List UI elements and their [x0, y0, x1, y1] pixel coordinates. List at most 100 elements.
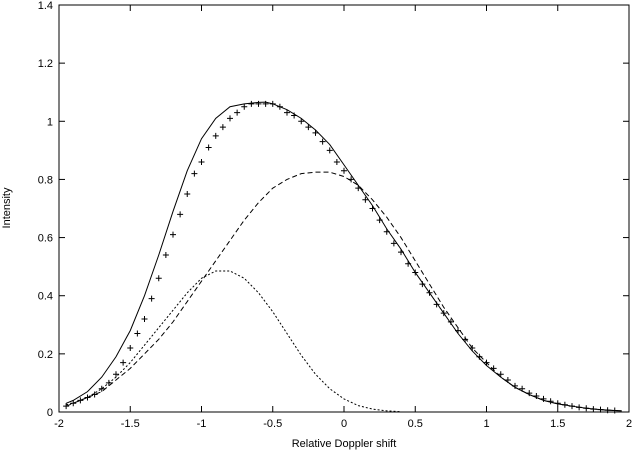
data-point-plus	[398, 249, 404, 256]
data-point-plus	[120, 359, 127, 366]
data-point-plus	[390, 240, 397, 247]
y-tick-label: 0	[47, 407, 53, 419]
data-point-plus	[291, 112, 298, 119]
data-point-plus	[191, 170, 198, 177]
data-point-plus	[155, 275, 162, 282]
x-tick-label: 1.5	[550, 418, 565, 430]
x-tick-label: -1.5	[121, 418, 140, 430]
data-point-plus	[77, 397, 84, 404]
data-point-plus	[426, 289, 433, 296]
y-tick-label: 0.4	[38, 291, 53, 303]
x-tick-label: -0.5	[263, 418, 282, 430]
data-point-plus	[561, 401, 568, 408]
series-line-dashed	[65, 171, 622, 412]
data-point-plus	[341, 167, 347, 174]
data-point-plus	[554, 400, 561, 407]
data-point-plus	[476, 353, 483, 360]
data-point-plus	[576, 404, 583, 411]
y-tick-label: 1	[47, 116, 53, 128]
data-point-plus	[234, 109, 241, 116]
data-point-plus	[326, 147, 333, 154]
series-line-dotted	[66, 270, 402, 413]
data-point-plus	[262, 100, 269, 107]
data-point-plus	[219, 124, 226, 131]
data-point-plus	[84, 394, 91, 401]
data-point-plus	[433, 301, 440, 308]
data-point-plus	[255, 100, 262, 107]
data-point-plus	[148, 295, 155, 302]
data-point-plus	[98, 385, 105, 392]
data-point-plus	[583, 405, 590, 412]
data-point-plus	[455, 327, 461, 334]
data-point-plus	[177, 211, 184, 218]
data-point-plus	[440, 310, 447, 317]
data-point-plus	[319, 138, 326, 145]
data-point-plus	[113, 371, 119, 378]
plot-frame	[58, 4, 630, 413]
x-tick-label: -2	[54, 418, 64, 430]
x-tick-label: 2	[626, 418, 632, 430]
x-tick-label: -1	[197, 418, 207, 430]
y-tick-label: 1.4	[38, 0, 53, 12]
y-tick-label: 0.6	[38, 233, 53, 245]
data-point-plus	[447, 318, 454, 325]
data-point-plus	[547, 398, 554, 405]
data-point-plus	[604, 407, 611, 414]
data-point-plus	[298, 118, 305, 125]
data-point-plus	[305, 124, 312, 131]
data-point-plus	[141, 315, 148, 322]
data-point-plus	[512, 382, 518, 389]
data-point-plus	[184, 190, 191, 197]
data-point-plus	[105, 379, 112, 386]
axis-ticks: -2 -1.5 -1 -0.5 0 0.5 1 1.5 2 0 0.2 0.4 0.6 0.8 1 1.2 1.…	[38, 0, 632, 430]
y-tick-label: 0.2	[38, 349, 53, 361]
data-point-plus	[526, 390, 533, 397]
data-point-plus	[540, 395, 547, 402]
data-point-plus	[569, 403, 575, 410]
data-point-plus	[369, 205, 376, 212]
data-point-plus	[205, 144, 212, 151]
x-tick-label: 1	[483, 418, 489, 430]
data-point-plus	[597, 406, 604, 413]
data-point-plus	[462, 336, 469, 343]
data-point-plus	[419, 281, 426, 288]
series-layer	[63, 100, 622, 414]
data-point-plus	[162, 252, 169, 259]
data-point-plus	[362, 196, 369, 203]
data-point-plus	[590, 406, 597, 413]
data-point-plus	[383, 228, 390, 235]
data-point-plus	[91, 391, 98, 398]
data-point-plus	[611, 407, 618, 414]
x-tick-label: 0.5	[408, 418, 423, 430]
data-point-plus	[376, 217, 383, 224]
data-point-plus	[212, 132, 219, 139]
data-point-plus	[490, 365, 497, 372]
data-point-plus	[497, 371, 504, 378]
y-axis-label: Intensity	[1, 187, 13, 228]
data-point-plus	[127, 345, 134, 352]
data-point-plus	[276, 103, 283, 110]
data-point-plus	[504, 377, 511, 384]
data-point-plus	[70, 400, 77, 407]
data-point-plus	[483, 359, 490, 366]
data-point-plus	[63, 403, 70, 410]
data-point-plus	[333, 158, 340, 165]
data-point-plus	[170, 231, 176, 238]
x-axis-label: Relative Doppler shift	[292, 438, 397, 450]
data-point-plus	[312, 129, 319, 136]
data-point-plus	[405, 260, 412, 267]
data-point-plus	[269, 100, 276, 107]
series-points	[63, 100, 618, 414]
data-point-plus	[355, 185, 362, 192]
data-point-plus	[284, 109, 290, 116]
data-point-plus	[248, 100, 255, 107]
data-point-plus	[134, 330, 141, 337]
data-point-plus	[519, 385, 526, 392]
data-point-plus	[227, 115, 233, 122]
x-tick-label: 0	[341, 418, 347, 430]
data-point-plus	[241, 103, 248, 110]
data-point-plus	[533, 393, 540, 400]
data-point-plus	[348, 176, 355, 183]
series-line-solid	[65, 101, 622, 412]
